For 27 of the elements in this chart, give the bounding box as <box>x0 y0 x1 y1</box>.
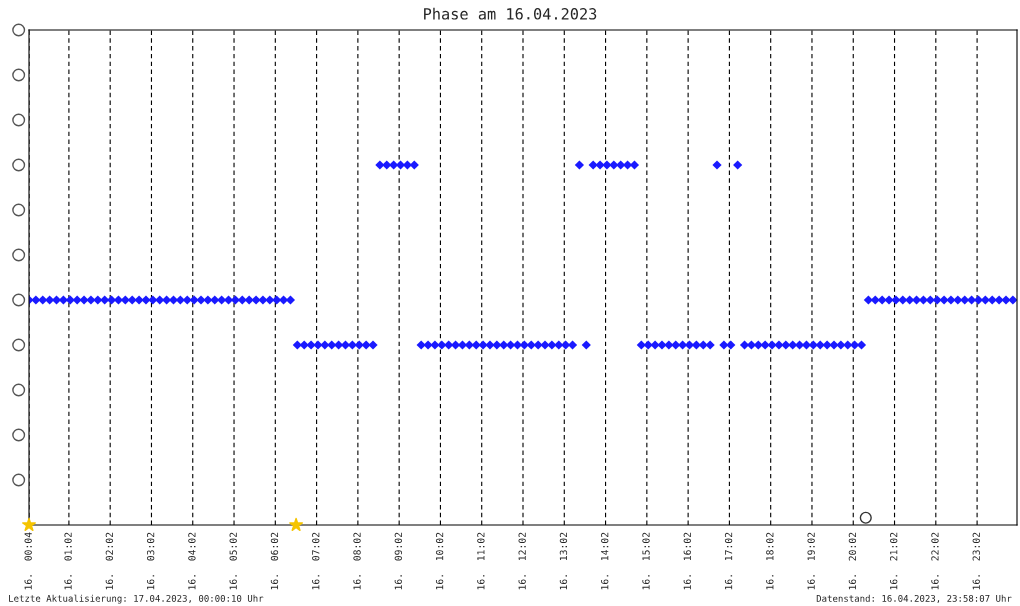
text: Datenstand: 16.04.2023, 23:58:07 Uhr <box>816 594 1012 603</box>
chart-title: Phase am 16.04.2023 <box>424 7 597 20</box>
x-tick-label: 16. 20:02 <box>848 532 857 590</box>
x-tick-label: 16. 11:02 <box>477 532 485 590</box>
x-tick-label: 16. 17:02 <box>724 532 733 590</box>
x-tick-label: 16. 05:02 <box>229 532 237 590</box>
x-tick-label: 16. 14:02 <box>601 532 609 590</box>
x-tick-label: 16. 09:02 <box>394 532 402 590</box>
x-tick-label: 16. 03:02 <box>146 532 155 590</box>
x-tick-label: 16. 00:04 <box>24 532 32 590</box>
x-tick-label: 16. 07:02 <box>312 532 320 590</box>
x-tick-label: 16. 10:02 <box>435 532 444 590</box>
x-tick-label: 16. 16:02 <box>683 532 691 590</box>
x-tick-label: 16. 02:02 <box>105 532 114 590</box>
x-tick-label: 16. 21:02 <box>890 532 898 590</box>
x-tick-label: 16. 22:02 <box>931 532 939 590</box>
x-tick-label: 16. 15:02 <box>642 532 650 590</box>
x-tick-label: 16. 06:02 <box>270 532 279 590</box>
x-tick-label: 16. 08:02 <box>353 532 361 590</box>
x-tick-label: 16. 01:02 <box>64 532 72 590</box>
x-tick-label: 16. 19:02 <box>807 532 815 590</box>
x-tick-label: 16. 04:02 <box>188 532 196 590</box>
x-tick-label: 16. 12:02 <box>518 532 526 590</box>
x-tick-label: 16. 13:02 <box>559 532 568 590</box>
x-tick-label: 16. 18:02 <box>766 532 774 590</box>
text: Letzte Aktualisierung: 17.04.2023, 00:00:10 Uhr <box>9 594 264 604</box>
x-tick-label: 16. 23:02 <box>972 532 980 590</box>
